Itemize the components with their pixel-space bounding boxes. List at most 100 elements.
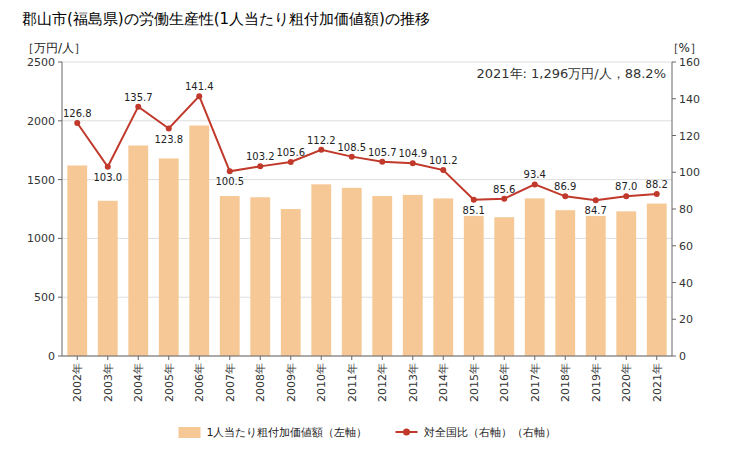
- marker: [623, 193, 629, 199]
- tick-mark: [107, 356, 108, 360]
- data-label: 108.5: [337, 142, 366, 153]
- tick-mark: [626, 356, 627, 360]
- tick-mark: [595, 356, 596, 360]
- tick-mark: [672, 356, 676, 357]
- tick-label: 2014年: [437, 363, 450, 402]
- annotation: 2021年: 1,296万円/人，88.2%: [477, 66, 667, 81]
- data-label: 87.0: [615, 181, 637, 192]
- data-label: 126.8: [63, 108, 92, 119]
- bar: [159, 158, 179, 356]
- axis-line: [672, 62, 673, 356]
- tick-label: 2002年: [71, 363, 84, 402]
- tick-mark: [672, 135, 676, 136]
- tick-mark: [672, 172, 676, 173]
- tick-mark: [656, 356, 657, 360]
- axis-label: ［%］: [667, 41, 702, 55]
- bar: [586, 216, 606, 356]
- tick-mark: [443, 356, 444, 360]
- tick-label: 2007年: [224, 363, 237, 402]
- tick-label: 60: [679, 240, 693, 253]
- tick-mark: [672, 62, 676, 63]
- tick-label: 1500: [27, 174, 55, 187]
- grid-line: [62, 356, 672, 357]
- tick-label: 2017年: [529, 363, 542, 402]
- bar: [525, 198, 545, 356]
- tick-mark: [77, 356, 78, 360]
- legend: 1人当たり粗付加価値額（左軸） 対全国比（右軸）（右軸）: [179, 426, 556, 439]
- background: [0, 0, 729, 450]
- chart: 郡山市(福島県)の労働生産性(1人当たり粗付加価値額)の推移0500100015…: [0, 0, 729, 450]
- data-labels: 126.8103.0135.7123.8141.4100.5103.2105.6…: [63, 81, 668, 216]
- tick-label: 2013年: [407, 363, 420, 402]
- tick-label: 2005年: [163, 363, 176, 402]
- tick-label: 2003年: [102, 363, 115, 402]
- tick-mark: [290, 356, 291, 360]
- tick-label: 80: [679, 203, 693, 216]
- marker: [105, 164, 111, 170]
- grid-line: [62, 238, 672, 239]
- tick-mark: [382, 356, 383, 360]
- data-label: 84.7: [585, 205, 607, 216]
- data-label: 103.2: [246, 151, 275, 162]
- bar: [189, 126, 209, 356]
- marker: [532, 181, 538, 187]
- grid-line: [62, 120, 672, 121]
- data-label: 105.7: [368, 147, 397, 158]
- bar: [98, 201, 118, 356]
- data-label: 141.4: [185, 81, 214, 92]
- tick-mark: [672, 319, 676, 320]
- tick-mark: [504, 356, 505, 360]
- marker: [501, 196, 507, 202]
- marker: [227, 168, 233, 174]
- data-label: 135.7: [124, 92, 153, 103]
- marker: [593, 197, 599, 203]
- tick-label: 100: [679, 166, 700, 179]
- line: [77, 96, 657, 200]
- marker: [288, 159, 294, 165]
- tick-mark: [672, 245, 676, 246]
- tick-label: 2016年: [498, 363, 511, 402]
- marker: [257, 163, 263, 169]
- marker: [349, 154, 355, 160]
- legend-swatch: [179, 427, 201, 438]
- tick-mark: [168, 356, 169, 360]
- legend-item: 1人当たり粗付加価値額（左軸）: [179, 426, 368, 439]
- bar: [220, 196, 240, 356]
- tick-mark: [672, 98, 676, 99]
- tick-mark: [58, 297, 62, 298]
- bar: [464, 216, 484, 356]
- tick-mark: [672, 282, 676, 283]
- tick-label: 2015年: [468, 363, 481, 402]
- data-label: 103.0: [93, 172, 122, 183]
- tick-label: 500: [34, 291, 55, 304]
- bar: [494, 217, 514, 356]
- tick-mark: [412, 356, 413, 360]
- tick-mark: [321, 356, 322, 360]
- bar: [555, 210, 575, 356]
- tick-label: 2020年: [620, 363, 633, 402]
- marker: [166, 126, 172, 132]
- bar: [128, 145, 148, 356]
- tick-mark: [351, 356, 352, 360]
- tick-mark: [58, 238, 62, 239]
- tick-mark: [58, 120, 62, 121]
- title: 郡山市(福島県)の労働生産性(1人当たり粗付加価値額)の推移: [22, 10, 430, 28]
- tick-mark: [58, 62, 62, 63]
- data-label: 112.2: [307, 135, 336, 146]
- tick-label: 1000: [27, 232, 55, 245]
- tick-label: 2009年: [285, 363, 298, 402]
- tick-label: 2010年: [315, 363, 328, 402]
- legend-label: 対全国比（右軸）（右軸）: [424, 426, 556, 439]
- tick-mark: [260, 356, 261, 360]
- data-label: 85.1: [463, 205, 485, 216]
- tick-label: 40: [679, 277, 693, 290]
- marker: [135, 104, 141, 110]
- marker: [471, 197, 477, 203]
- axis-line: [62, 356, 672, 357]
- bar: [403, 195, 423, 356]
- bar: [281, 209, 301, 356]
- bar: [250, 197, 270, 356]
- tick-mark: [58, 179, 62, 180]
- tick-mark: [138, 356, 139, 360]
- marker: [654, 191, 660, 197]
